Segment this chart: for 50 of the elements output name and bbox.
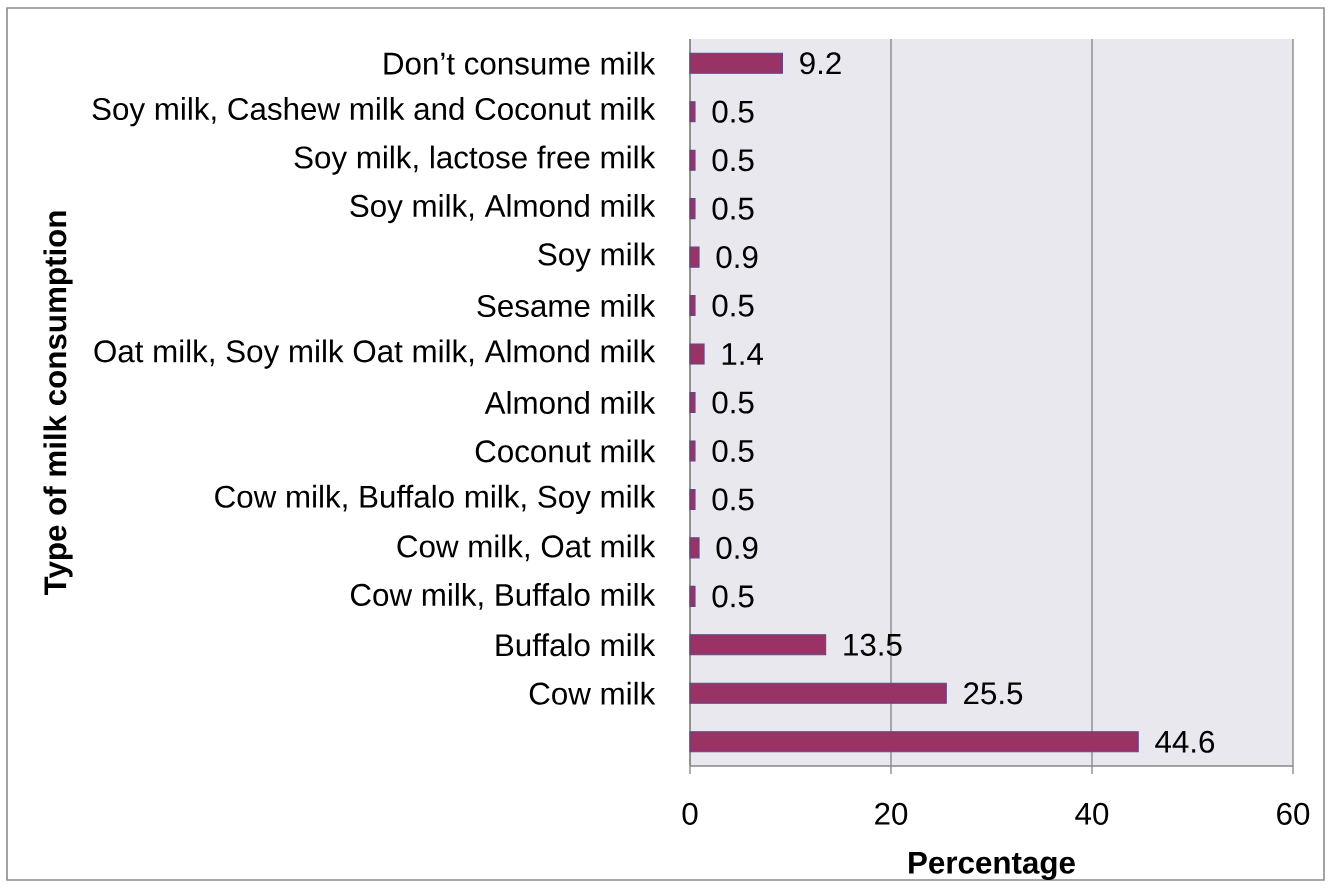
bar <box>689 585 696 607</box>
x-tick-label: 20 <box>875 802 908 825</box>
bar <box>689 682 947 704</box>
bar <box>689 634 827 656</box>
y-tick-label: Coconut milk <box>475 439 656 463</box>
y-tick-label: Soy milk, Almond milk <box>350 194 656 224</box>
y-tick-label: Almond milk <box>484 391 656 415</box>
bar <box>689 731 1139 753</box>
data-label: 0.5 <box>712 439 754 463</box>
bar <box>689 149 696 171</box>
data-label: 0.9 <box>716 246 758 269</box>
y-tick-label: Don’t consume milk <box>384 51 656 75</box>
data-label: 1.4 <box>722 343 763 365</box>
y-tick-label: Soy milk <box>538 242 656 272</box>
y-tick-label: Buffalo milk <box>496 633 656 657</box>
y-tick-label: Cow milk, Buffalo milk <box>351 583 656 610</box>
bar <box>689 391 696 414</box>
y-axis-title: Type of milk consumption <box>43 211 73 596</box>
y-tick-label: Cow milk, Oat milk <box>397 534 656 562</box>
data-label: 9.2 <box>800 52 841 75</box>
bar <box>689 440 696 462</box>
bar <box>689 295 696 317</box>
data-label: 44.6 <box>1155 730 1215 753</box>
data-label: 0.5 <box>712 197 754 220</box>
y-tick-label: Sesame milk <box>477 294 656 318</box>
x-tick-label: 60 <box>1277 802 1310 825</box>
data-label: 0.9 <box>716 536 758 559</box>
bar <box>689 488 696 510</box>
data-label: 13.5 <box>844 633 902 656</box>
x-tick-label: 40 <box>1075 802 1109 825</box>
y-tick-label: Cow milk <box>529 681 656 705</box>
bar <box>689 246 700 268</box>
data-label: 0.5 <box>712 391 754 414</box>
bar <box>689 537 700 559</box>
data-label: 25.5 <box>964 682 1023 705</box>
data-label: 0.5 <box>712 488 754 511</box>
bar <box>689 101 696 123</box>
x-axis-title: Percentage <box>909 851 1075 881</box>
bar <box>689 52 783 74</box>
data-label: 0.5 <box>712 149 754 172</box>
y-tick-label: Soy milk, Cashew milk and Coconut milk <box>92 97 656 127</box>
y-tick-label: Soy milk, lactose free milk <box>294 145 656 175</box>
data-label: 0.5 <box>712 585 754 608</box>
y-tick-label: Oat milk, Soy milk Oat milk, Almond milk <box>94 339 656 369</box>
y-tick-label: Cow milk, Buffalo milk, Soy milk <box>215 484 656 515</box>
data-label: 0.5 <box>712 294 754 317</box>
data-label: 0.5 <box>712 100 754 123</box>
bar <box>689 343 705 365</box>
bar <box>689 198 696 220</box>
x-tick-label: 0 <box>682 802 698 825</box>
